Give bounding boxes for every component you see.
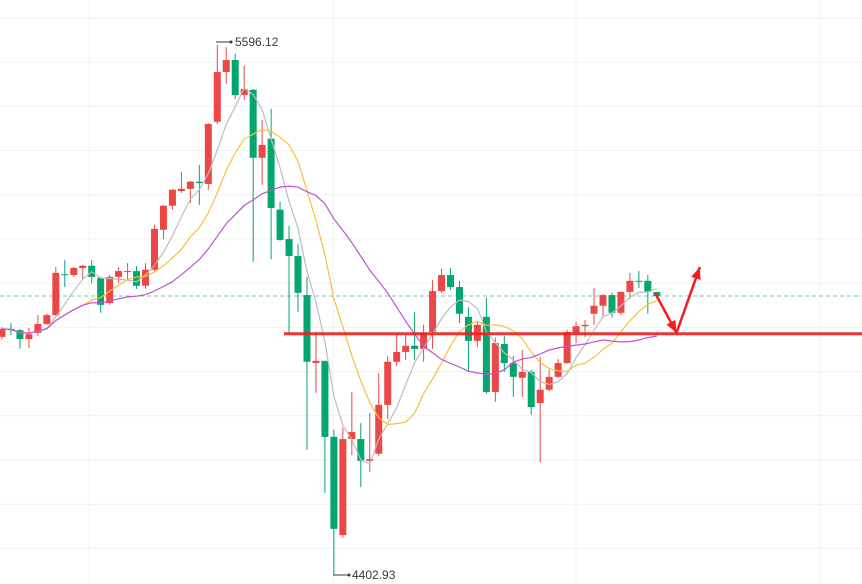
candles (0, 44, 661, 576)
candle-down (267, 138, 275, 208)
candle-down (527, 371, 535, 408)
candle-down (608, 295, 616, 313)
candle-down (411, 345, 419, 349)
candle-up (124, 271, 132, 273)
candle-up (536, 389, 544, 404)
candle-up (34, 323, 42, 333)
candle-up (438, 275, 446, 292)
candle-up (429, 291, 437, 332)
candle-up (222, 59, 230, 72)
candle-up (43, 315, 51, 324)
candle-up (617, 291, 625, 313)
candle-up (115, 271, 123, 277)
candle-down (482, 316, 490, 392)
candle-up (240, 88, 248, 96)
candle-down (464, 316, 472, 341)
candle-down (509, 363, 517, 377)
candle-down (195, 181, 203, 184)
ma-long-line (1, 185, 657, 376)
candle-up (518, 371, 526, 378)
candle-down (61, 274, 69, 276)
candle-down (285, 239, 293, 256)
high-price-label: 5596.12 (235, 35, 279, 49)
candle-up (545, 376, 553, 390)
candle-up (420, 332, 428, 349)
candle-down (231, 59, 239, 96)
candle-up (348, 431, 356, 440)
candle-up (213, 71, 221, 122)
candle-up (106, 276, 114, 304)
ma-short-line (1, 87, 658, 465)
candle-up (79, 265, 87, 268)
arrow-head-icon (666, 319, 677, 333)
candle-up (312, 360, 320, 364)
candle-up (402, 345, 410, 352)
candle-down (303, 295, 311, 362)
candle-up (339, 439, 347, 536)
candle-up (491, 343, 499, 392)
candle-up (177, 188, 185, 192)
candle-down (330, 436, 338, 529)
candle-down (16, 330, 24, 340)
candle-down (644, 280, 652, 292)
candle-down (447, 275, 454, 288)
candle-up (590, 305, 598, 314)
candle-up (581, 324, 589, 327)
candle-up (563, 331, 571, 364)
candle-up (599, 295, 607, 306)
candle-up (142, 269, 150, 286)
annotations (284, 266, 862, 336)
candle-up (384, 361, 392, 405)
candle-down (357, 439, 365, 461)
candle-down (249, 89, 257, 158)
candle-up (258, 144, 266, 158)
candle-up (393, 351, 401, 362)
low-price-label: 4402.93 (352, 568, 396, 582)
candle-down (321, 360, 329, 437)
candle-up (375, 404, 383, 454)
candle-up (366, 459, 374, 461)
candle-up (204, 123, 212, 184)
candle-up (572, 326, 580, 333)
candle-up (70, 267, 78, 276)
low-marker-dot (347, 573, 351, 577)
candle-up (554, 363, 562, 377)
ma-mid-line (1, 128, 658, 426)
candle-down (294, 255, 302, 293)
candle-up (52, 272, 60, 316)
candle-up (168, 189, 176, 206)
candle-up (0, 328, 6, 337)
candle-up (150, 228, 158, 270)
high-marker-dot (229, 40, 233, 44)
candle-up (25, 334, 33, 340)
arrow-head-icon (691, 267, 701, 281)
candle-down (276, 209, 284, 240)
candle-down (97, 277, 105, 305)
candle-up (159, 205, 167, 230)
candle-up (186, 181, 194, 189)
moving-averages (1, 87, 658, 465)
candle-up (626, 280, 634, 292)
candle-down (635, 280, 643, 282)
candle-down (133, 271, 141, 286)
